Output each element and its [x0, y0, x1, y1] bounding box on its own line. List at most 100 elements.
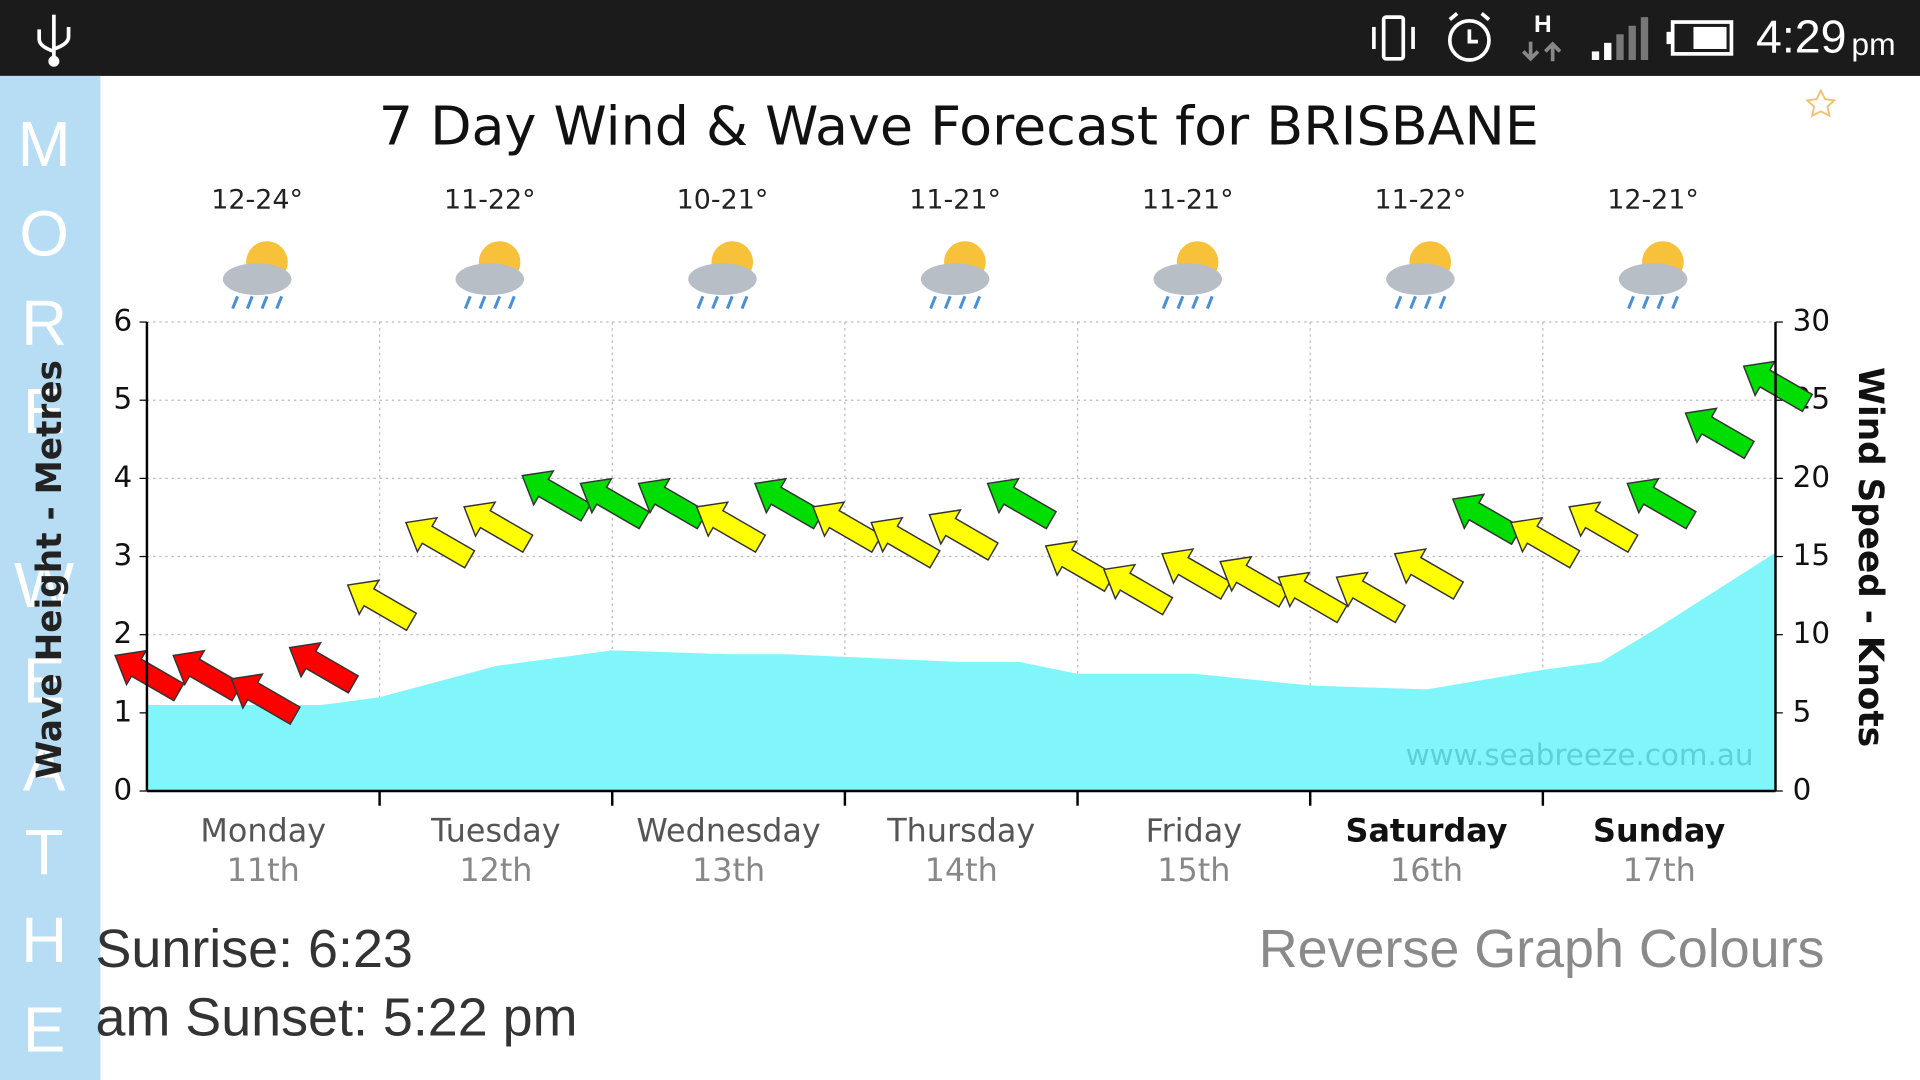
y2-tick-label: 5 — [1793, 694, 1812, 728]
weather-icon — [1618, 241, 1688, 310]
y-tick-label: 0 — [114, 773, 133, 807]
day-name: Saturday — [1346, 812, 1508, 850]
weather-icon — [1386, 241, 1455, 310]
alarm-icon — [1447, 12, 1491, 62]
more-weather-tab[interactable] — [0, 75, 101, 1080]
weather-icon — [920, 241, 990, 310]
day-date: 14th — [925, 851, 998, 889]
wind-arrow — [928, 509, 999, 561]
wind-arrow — [521, 469, 592, 522]
y-tick-label: 1 — [114, 694, 133, 728]
day-name: Sunday — [1593, 812, 1726, 850]
icon-cloud — [1618, 263, 1688, 296]
y2-tick-label: 15 — [1793, 538, 1830, 572]
y-tick-label: 3 — [114, 538, 133, 572]
wind-arrow — [1510, 516, 1581, 569]
day-date: 12th — [459, 851, 532, 889]
wind-arrow — [463, 501, 534, 554]
day-name: Tuesday — [430, 812, 561, 850]
reverse-graph-colours[interactable]: Reverse Graph Colours — [1259, 919, 1825, 979]
chart-title: 7 Day Wind & Wave Forecast for BRISBANE — [379, 94, 1539, 157]
wind-arrow — [1626, 477, 1697, 530]
tab-letter: E — [23, 646, 65, 717]
y2-axis-label: Wind Speed - Knots — [1850, 367, 1890, 747]
day-date: 16th — [1390, 851, 1463, 889]
status-bar — [0, 0, 1920, 76]
wind-arrow — [1335, 571, 1407, 624]
wind-arrow — [288, 641, 360, 694]
usb-icon — [37, 14, 71, 67]
temperature-range: 10-21° — [677, 184, 769, 215]
day-date: 15th — [1157, 851, 1230, 889]
wind-arrow — [1684, 407, 1756, 460]
y-tick-label: 2 — [114, 616, 133, 650]
tab-letter: O — [19, 199, 69, 270]
tab-letter: E — [23, 376, 65, 447]
icon-cloud — [222, 263, 292, 296]
temperature-range: 11-21° — [909, 184, 1001, 215]
day-date: 11th — [227, 851, 300, 889]
signal-icon — [1591, 17, 1649, 60]
wind-arrow — [1161, 548, 1232, 601]
wind-arrow — [1102, 563, 1174, 616]
icon-rain — [231, 295, 284, 310]
temperature-range: 12-21° — [1607, 184, 1699, 215]
weather-icon — [455, 241, 525, 310]
icon-rain — [463, 295, 516, 310]
tab-letter: T — [25, 817, 64, 888]
tab-letter: E — [23, 995, 65, 1066]
wind-arrow — [404, 516, 476, 569]
wind-arrow — [1393, 548, 1465, 601]
wind-arrow — [1568, 501, 1639, 554]
wind-arrow — [346, 579, 418, 632]
temperature-range: 12-24° — [211, 184, 303, 215]
y2-tick-label: 20 — [1793, 460, 1830, 494]
tab-letter: W — [14, 550, 74, 621]
clock-suffix: pm — [1851, 26, 1895, 62]
icon-rain — [929, 295, 982, 310]
temperature-range: 11-22° — [444, 184, 536, 215]
network-type: H — [1534, 11, 1552, 38]
y2-tick-label: 0 — [1793, 773, 1812, 807]
icon-cloud — [1153, 263, 1223, 296]
y-tick-label: 6 — [114, 304, 133, 338]
temperature-range: 11-22° — [1375, 184, 1467, 215]
y2-tick-label: 30 — [1793, 304, 1830, 338]
sunrise-text: Sunrise: 6:23 — [96, 919, 413, 979]
wind-arrow — [579, 477, 650, 530]
icon-cloud — [920, 263, 990, 296]
weather-icon — [222, 241, 292, 310]
y-tick-label: 5 — [114, 382, 133, 416]
sunset-text: am Sunset: 5:22 pm — [96, 987, 578, 1047]
favourite-star[interactable] — [1805, 88, 1837, 118]
icon-rain — [696, 295, 749, 310]
data-arrows — [1521, 41, 1562, 62]
wind-arrow — [1742, 360, 1814, 413]
day-date: 13th — [692, 851, 765, 889]
tab-letter: R — [21, 288, 67, 359]
tab-letter: H — [21, 905, 67, 976]
chart: 7 Day Wind & Wave Forecast for BRISBANE … — [30, 94, 1890, 888]
weather-icon — [688, 241, 757, 310]
icon-cloud — [688, 263, 757, 296]
icon-rain — [1627, 295, 1679, 310]
temperature-range: 11-21° — [1142, 184, 1234, 215]
weather-icon — [1153, 241, 1223, 310]
wind-arrow — [230, 673, 301, 726]
watermark: www.seabreeze.com.au — [1406, 738, 1754, 772]
wind-arrow — [1277, 571, 1348, 624]
day-name: Thursday — [886, 812, 1035, 850]
wind-arrow — [695, 501, 767, 554]
wave-area — [146, 552, 1776, 792]
wind-arrow — [870, 516, 941, 569]
y-tick-label: 4 — [114, 460, 133, 494]
tab-letter: M — [18, 109, 71, 180]
icon-cloud — [455, 263, 525, 296]
day-name: Monday — [200, 812, 326, 850]
day-name: Friday — [1146, 812, 1242, 850]
icon-cloud — [1386, 263, 1455, 296]
day-date: 17th — [1623, 851, 1696, 889]
